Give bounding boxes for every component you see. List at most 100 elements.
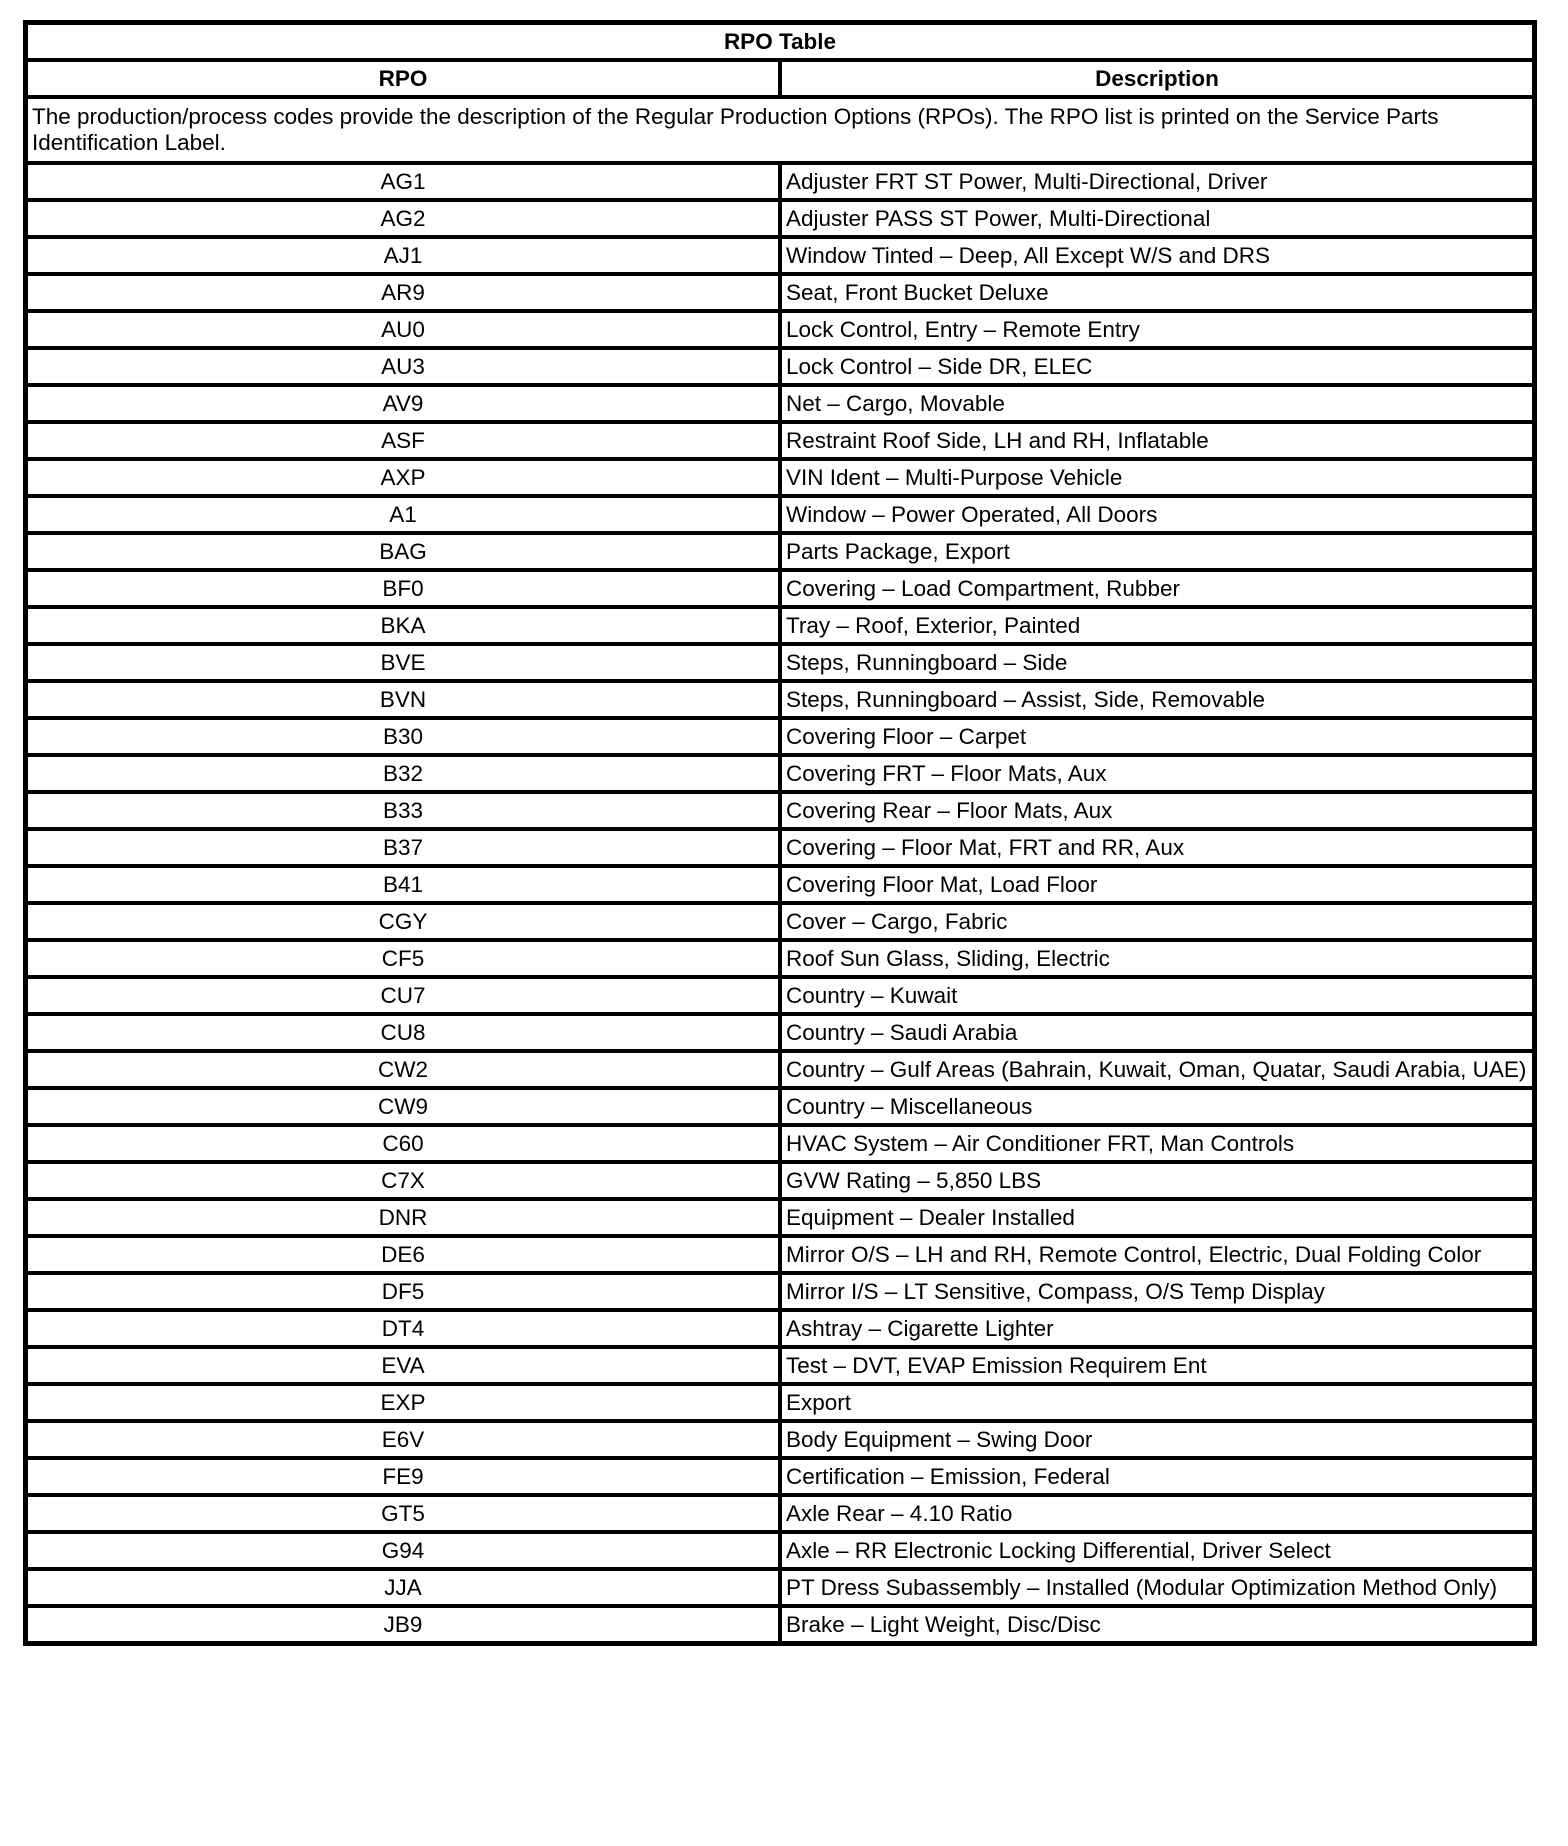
rpo-description: Country – Kuwait <box>778 975 1537 1016</box>
rpo-description: Brake – Light Weight, Disc/Disc <box>778 1604 1537 1646</box>
rpo-description: Body Equipment – Swing Door <box>778 1419 1537 1460</box>
rpo-description: Covering Floor Mat, Load Floor <box>778 864 1537 905</box>
rpo-description: Country – Gulf Areas (Bahrain, Kuwait, O… <box>778 1049 1537 1090</box>
table-row: FE9 Certification – Emission, Federal <box>23 1456 1537 1497</box>
rpo-code: BF0 <box>23 568 782 609</box>
rpo-description: Restraint Roof Side, LH and RH, Inflatab… <box>778 420 1537 461</box>
table-row: B41 Covering Floor Mat, Load Floor <box>23 864 1537 905</box>
rpo-description: Net – Cargo, Movable <box>778 383 1537 424</box>
table-row: AR9 Seat, Front Bucket Deluxe <box>23 272 1537 313</box>
rpo-description: Certification – Emission, Federal <box>778 1456 1537 1497</box>
table-title: RPO Table <box>23 20 1537 62</box>
table-row: CGY Cover – Cargo, Fabric <box>23 901 1537 942</box>
rpo-code: BAG <box>23 531 782 572</box>
rpo-code: BKA <box>23 605 782 646</box>
rpo-code: DE6 <box>23 1234 782 1275</box>
table-row: DNR Equipment – Dealer Installed <box>23 1197 1537 1238</box>
rpo-description: Steps, Runningboard – Assist, Side, Remo… <box>778 679 1537 720</box>
rpo-description: Covering – Load Compartment, Rubber <box>778 568 1537 609</box>
rpo-code: JJA <box>23 1567 782 1608</box>
rpo-code: B41 <box>23 864 782 905</box>
table-row: B30 Covering Floor – Carpet <box>23 716 1537 757</box>
rpo-description: Mirror O/S – LH and RH, Remote Control, … <box>778 1234 1537 1275</box>
rpo-code: B33 <box>23 790 782 831</box>
rpo-description: Covering – Floor Mat, FRT and RR, Aux <box>778 827 1537 868</box>
table-row: AJ1 Window Tinted – Deep, All Except W/S … <box>23 235 1537 276</box>
table-row: GT5 Axle Rear – 4.10 Ratio <box>23 1493 1537 1534</box>
rpo-description: Axle Rear – 4.10 Ratio <box>778 1493 1537 1534</box>
table-row: DE6 Mirror O/S – LH and RH, Remote Contro… <box>23 1234 1537 1275</box>
rpo-description: PT Dress Subassembly – Installed (Modula… <box>778 1567 1537 1608</box>
rpo-description: Window Tinted – Deep, All Except W/S and… <box>778 235 1537 276</box>
table-row: AV9 Net – Cargo, Movable <box>23 383 1537 424</box>
rpo-description: Country – Miscellaneous <box>778 1086 1537 1127</box>
table-row: BAG Parts Package, Export <box>23 531 1537 572</box>
table-row: CW9 Country – Miscellaneous <box>23 1086 1537 1127</box>
table-row: DF5 Mirror I/S – LT Sensitive, Compass, O… <box>23 1271 1537 1312</box>
rpo-code: FE9 <box>23 1456 782 1497</box>
rpo-code: GT5 <box>23 1493 782 1534</box>
rpo-code: B30 <box>23 716 782 757</box>
table-row: G94 Axle – RR Electronic Locking Differen… <box>23 1530 1537 1571</box>
rpo-description: Covering Rear – Floor Mats, Aux <box>778 790 1537 831</box>
table-row: A1 Window – Power Operated, All Doors <box>23 494 1537 535</box>
table-row: BKA Tray – Roof, Exterior, Painted <box>23 605 1537 646</box>
rpo-code: JB9 <box>23 1604 782 1646</box>
rpo-description: Test – DVT, EVAP Emission Requirem Ent <box>778 1345 1537 1386</box>
rpo-code: B37 <box>23 827 782 868</box>
rpo-description: Steps, Runningboard – Side <box>778 642 1537 683</box>
rpo-code: AR9 <box>23 272 782 313</box>
table-row: E6V Body Equipment – Swing Door <box>23 1419 1537 1460</box>
table-intro: The production/process codes provide the… <box>23 95 1537 165</box>
rpo-description: Lock Control, Entry – Remote Entry <box>778 309 1537 350</box>
table-row: CU8 Country – Saudi Arabia <box>23 1012 1537 1053</box>
rpo-code: AXP <box>23 457 782 498</box>
rpo-description: Parts Package, Export <box>778 531 1537 572</box>
rpo-code: B32 <box>23 753 782 794</box>
table-row: B33 Covering Rear – Floor Mats, Aux <box>23 790 1537 831</box>
header-rpo: RPO <box>23 58 782 99</box>
table-row: B32 Covering FRT – Floor Mats, Aux <box>23 753 1537 794</box>
rpo-code: CF5 <box>23 938 782 979</box>
rpo-code: C60 <box>23 1123 782 1164</box>
table-row: CU7 Country – Kuwait <box>23 975 1537 1016</box>
rpo-description: Lock Control – Side DR, ELEC <box>778 346 1537 387</box>
table-row: EXP Export <box>23 1382 1537 1423</box>
rpo-code: EXP <box>23 1382 782 1423</box>
table-row: C60 HVAC System – Air Conditioner FRT, Ma… <box>23 1123 1537 1164</box>
rpo-code: DF5 <box>23 1271 782 1312</box>
rpo-code: EVA <box>23 1345 782 1386</box>
rpo-description: Axle – RR Electronic Locking Differentia… <box>778 1530 1537 1571</box>
rpo-code: BVE <box>23 642 782 683</box>
rpo-code: ASF <box>23 420 782 461</box>
table-row: BVE Steps, Runningboard – Side <box>23 642 1537 683</box>
table-row: C7X GVW Rating – 5,850 LBS <box>23 1160 1537 1201</box>
rpo-description: Adjuster FRT ST Power, Multi-Directional… <box>778 161 1537 202</box>
table-row: AG2 Adjuster PASS ST Power, Multi-Directi… <box>23 198 1537 239</box>
table-row: BF0 Covering – Load Compartment, Rubber <box>23 568 1537 609</box>
table-row: CW2 Country – Gulf Areas (Bahrain, Kuwait… <box>23 1049 1537 1090</box>
rpo-code: DT4 <box>23 1308 782 1349</box>
header-description: Description <box>778 58 1537 99</box>
rpo-code: G94 <box>23 1530 782 1571</box>
rpo-code: AJ1 <box>23 235 782 276</box>
rpo-code: DNR <box>23 1197 782 1238</box>
rpo-description: Window – Power Operated, All Doors <box>778 494 1537 535</box>
table-row: AU3 Lock Control – Side DR, ELEC <box>23 346 1537 387</box>
rpo-code: CW2 <box>23 1049 782 1090</box>
rpo-code: AU0 <box>23 309 782 350</box>
table-row: BVN Steps, Runningboard – Assist, Side, R… <box>23 679 1537 720</box>
rpo-description: HVAC System – Air Conditioner FRT, Man C… <box>778 1123 1537 1164</box>
rpo-description: VIN Ident – Multi-Purpose Vehicle <box>778 457 1537 498</box>
table-row: CF5 Roof Sun Glass, Sliding, Electric <box>23 938 1537 979</box>
table-row: ASF Restraint Roof Side, LH and RH, Infla… <box>23 420 1537 461</box>
rpo-description: Seat, Front Bucket Deluxe <box>778 272 1537 313</box>
rpo-description: Equipment – Dealer Installed <box>778 1197 1537 1238</box>
rpo-description: Covering Floor – Carpet <box>778 716 1537 757</box>
table-row: JB9 Brake – Light Weight, Disc/Disc <box>23 1604 1537 1646</box>
table-row: AXP VIN Ident – Multi-Purpose Vehicle <box>23 457 1537 498</box>
rpo-description: Mirror I/S – LT Sensitive, Compass, O/S … <box>778 1271 1537 1312</box>
table-row: AG1 Adjuster FRT ST Power, Multi-Directio… <box>23 161 1537 202</box>
rpo-description: GVW Rating – 5,850 LBS <box>778 1160 1537 1201</box>
rpo-code: CGY <box>23 901 782 942</box>
